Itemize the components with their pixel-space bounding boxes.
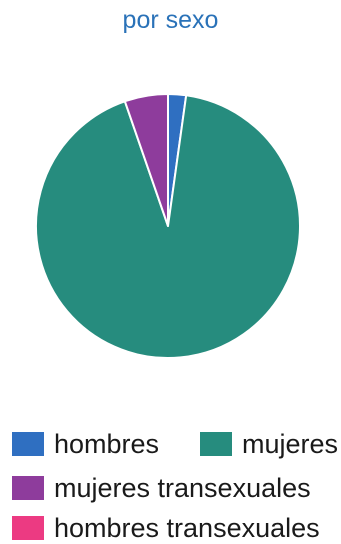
legend-label-hombres-transexuales: hombres transexuales	[54, 512, 320, 543]
legend-label-mujeres-transexuales: mujeres transexuales	[54, 472, 311, 503]
pie-chart	[35, 93, 301, 359]
legend-item-hombres: hombres	[12, 428, 159, 460]
legend-label-mujeres: mujeres	[242, 428, 339, 459]
chart-title: por sexo	[122, 6, 219, 34]
legend-swatch-mujeres	[200, 432, 232, 456]
legend-label-hombres: hombres	[54, 428, 160, 459]
pie-slice-mujeres-transexuales	[123, 93, 169, 227]
legend-swatch-hombres-transexuales	[12, 516, 44, 540]
legend-item-hombres-transexuales: hombres transexuales	[12, 512, 320, 544]
legend-item-mujeres-transexuales: mujeres transexuales	[12, 472, 311, 504]
legend-swatch-hombres	[12, 432, 44, 456]
legend-swatch-mujeres-transexuales	[12, 476, 44, 500]
legend-item-mujeres: mujeres	[200, 428, 338, 460]
